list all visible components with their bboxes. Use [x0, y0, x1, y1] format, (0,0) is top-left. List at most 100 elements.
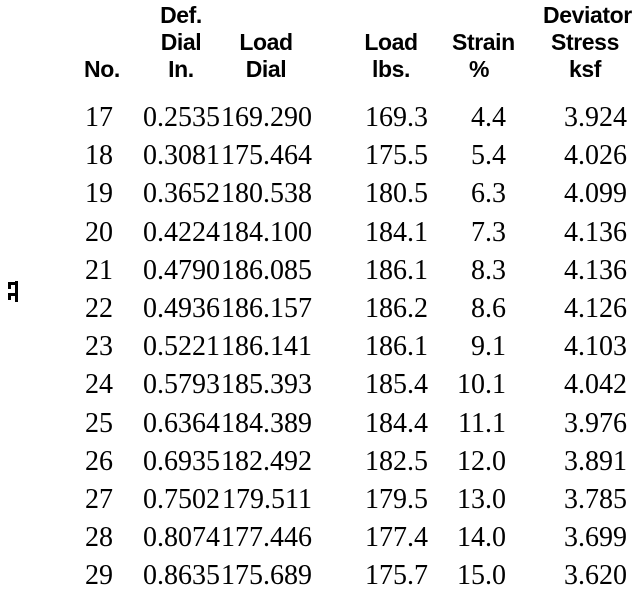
- cell-def-dial-in: 0.6364: [143, 407, 220, 439]
- column-header-deviator-stress-ksf-line: Deviator: [543, 2, 632, 28]
- table-row: 20 0.4224 184.100 184.1 7.3 4.136: [46, 214, 627, 252]
- cell-def-dial-in: 0.5793: [143, 369, 220, 401]
- cell-no: 23: [85, 331, 113, 363]
- cell-no: 18: [85, 140, 113, 172]
- table-body: 17 0.2535 169.290 169.3 4.4 3.924 18 0.3081 175.…: [46, 99, 627, 595]
- column-header-load-dial-line: Load: [239, 29, 293, 55]
- column-header-load-lbs: Load lbs.: [312, 2, 428, 99]
- cell-deviator-stress-ksf: 4.103: [564, 331, 627, 363]
- cell-deviator-stress-ksf: 3.785: [564, 483, 627, 515]
- cell-strain-pct: 7.3: [471, 216, 506, 248]
- cell-strain-pct: 8.3: [471, 254, 506, 286]
- cell-deviator-stress-ksf: 3.976: [564, 407, 627, 439]
- cell-def-dial-in: 0.3652: [143, 178, 220, 210]
- cell-load-dial: 177.446: [221, 522, 312, 554]
- column-header-no: No.: [46, 2, 120, 99]
- table-row: 19 0.3652 180.538 180.5 6.3 4.099: [46, 175, 627, 213]
- cell-no: 26: [85, 445, 113, 477]
- cell-load-dial: 184.389: [221, 407, 312, 439]
- cell-def-dial-in: 0.3081: [143, 140, 220, 172]
- column-header-deviator-stress-ksf-line: Stress: [551, 29, 619, 55]
- table-row: 21 0.4790 186.085 186.1 8.3 4.136: [46, 252, 627, 290]
- cell-strain-pct: 12.0: [457, 445, 506, 477]
- cell-strain-pct: 5.4: [471, 140, 506, 172]
- column-header-def-dial-in: Def. Dial In.: [113, 2, 220, 99]
- cell-def-dial-in: 0.6935: [143, 445, 220, 477]
- header-row: No. Def. Dial In. Load Dial Load lbs. Strain% Dev…: [46, 2, 632, 99]
- table-row: 22 0.4936 186.157 186.2 8.6 4.126: [46, 290, 627, 328]
- cell-def-dial-in: 0.4224: [143, 216, 220, 248]
- cell-load-lbs: 177.4: [365, 522, 428, 554]
- cell-deviator-stress-ksf: 4.042: [564, 369, 627, 401]
- cell-load-lbs: 186.1: [365, 254, 428, 286]
- cell-strain-pct: 11.1: [458, 407, 506, 439]
- cell-load-dial: 186.085: [221, 254, 312, 286]
- cell-load-lbs: 175.5: [365, 140, 428, 172]
- cell-no: 27: [85, 483, 113, 515]
- cell-no: 24: [85, 369, 113, 401]
- cell-def-dial-in: 0.5221: [143, 331, 220, 363]
- column-header-strain-pct: Strain%: [428, 2, 515, 99]
- column-header-load-lbs-line: Load: [364, 29, 418, 55]
- cell-load-dial: 184.100: [221, 216, 312, 248]
- cell-def-dial-in: 0.8635: [143, 560, 220, 592]
- cell-deviator-stress-ksf: 4.136: [564, 216, 627, 248]
- cell-load-dial: 179.511: [222, 483, 312, 515]
- cell-load-dial: 186.157: [221, 293, 312, 325]
- column-header-strain-pct-line: Strain: [452, 29, 515, 55]
- cell-strain-pct: 13.0: [457, 483, 506, 515]
- cell-no: 29: [85, 560, 113, 592]
- cell-def-dial-in: 0.4936: [143, 293, 220, 325]
- cell-def-dial-in: 0.8074: [143, 522, 220, 554]
- cell-def-dial-in: 0.2535: [143, 102, 220, 134]
- table-row: 28 0.8074 177.446 177.4 14.0 3.699: [46, 519, 627, 557]
- cell-no: 22: [85, 293, 113, 325]
- column-header-load-lbs-line: lbs.: [371, 56, 411, 82]
- cell-def-dial-in: 0.4790: [143, 254, 220, 286]
- cell-deviator-stress-ksf: 3.699: [564, 522, 627, 554]
- cell-no: 21: [85, 254, 113, 286]
- column-header-deviator-stress-ksf-line: ksf: [568, 56, 602, 82]
- column-header-strain-pct-line: %: [468, 56, 490, 82]
- cell-strain-pct: 10.1: [457, 369, 506, 401]
- cell-strain-pct: 15.0: [457, 560, 506, 592]
- cell-deviator-stress-ksf: 4.099: [564, 178, 627, 210]
- cell-load-lbs: 186.1: [365, 331, 428, 363]
- cell-no: 19: [85, 178, 113, 210]
- cell-load-lbs: 184.4: [365, 407, 428, 439]
- cell-load-lbs: 169.3: [365, 102, 428, 134]
- cell-strain-pct: 14.0: [457, 522, 506, 554]
- table-row: 27 0.7502 179.511 179.5 13.0 3.785: [46, 481, 627, 519]
- cell-deviator-stress-ksf: 3.620: [564, 560, 627, 592]
- cell-load-lbs: 180.5: [365, 178, 428, 210]
- cell-def-dial-in: 0.7502: [143, 483, 220, 515]
- column-header-def-dial-in-line: In.: [168, 56, 194, 82]
- cell-load-dial: 169.290: [221, 102, 312, 134]
- table-row: 25 0.6364 184.389 184.4 11.1 3.976: [46, 405, 627, 443]
- cell-deviator-stress-ksf: 4.026: [564, 140, 627, 172]
- cell-load-lbs: 179.5: [365, 483, 428, 515]
- cell-no: 25: [85, 407, 113, 439]
- cell-strain-pct: 6.3: [471, 178, 506, 210]
- table-header: No. Def. Dial In. Load Dial Load lbs. Strain% Dev…: [46, 2, 632, 99]
- table-row: 18 0.3081 175.464 175.5 5.4 4.026: [46, 137, 627, 175]
- column-header-def-dial-in-line: Def.: [160, 2, 202, 28]
- measurements-table: No. Def. Dial In. Load Dial Load lbs. Strain% Dev…: [46, 2, 632, 595]
- cell-load-lbs: 186.2: [365, 293, 428, 325]
- table-row: 17 0.2535 169.290 169.3 4.4 3.924: [46, 99, 627, 137]
- cell-no: 17: [85, 102, 113, 134]
- cell-deviator-stress-ksf: 3.891: [564, 445, 627, 477]
- table-row: 29 0.8635 175.689 175.7 15.0 3.620: [46, 557, 627, 595]
- cell-strain-pct: 9.1: [471, 331, 506, 363]
- cell-load-lbs: 175.7: [365, 560, 428, 592]
- cell-deviator-stress-ksf: 3.924: [564, 102, 627, 134]
- table-row: 26 0.6935 182.492 182.5 12.0 3.891: [46, 443, 627, 481]
- table-row: 23 0.5221 186.141 186.1 9.1 4.103: [46, 328, 627, 366]
- cell-deviator-stress-ksf: 4.136: [564, 254, 627, 286]
- cell-deviator-stress-ksf: 4.126: [564, 293, 627, 325]
- column-header-no-line: No.: [84, 56, 120, 82]
- cell-load-dial: 180.538: [221, 178, 312, 210]
- table-row: 24 0.5793 185.393 185.4 10.1 4.042: [46, 366, 627, 404]
- margin-artifact-icon: [8, 281, 18, 302]
